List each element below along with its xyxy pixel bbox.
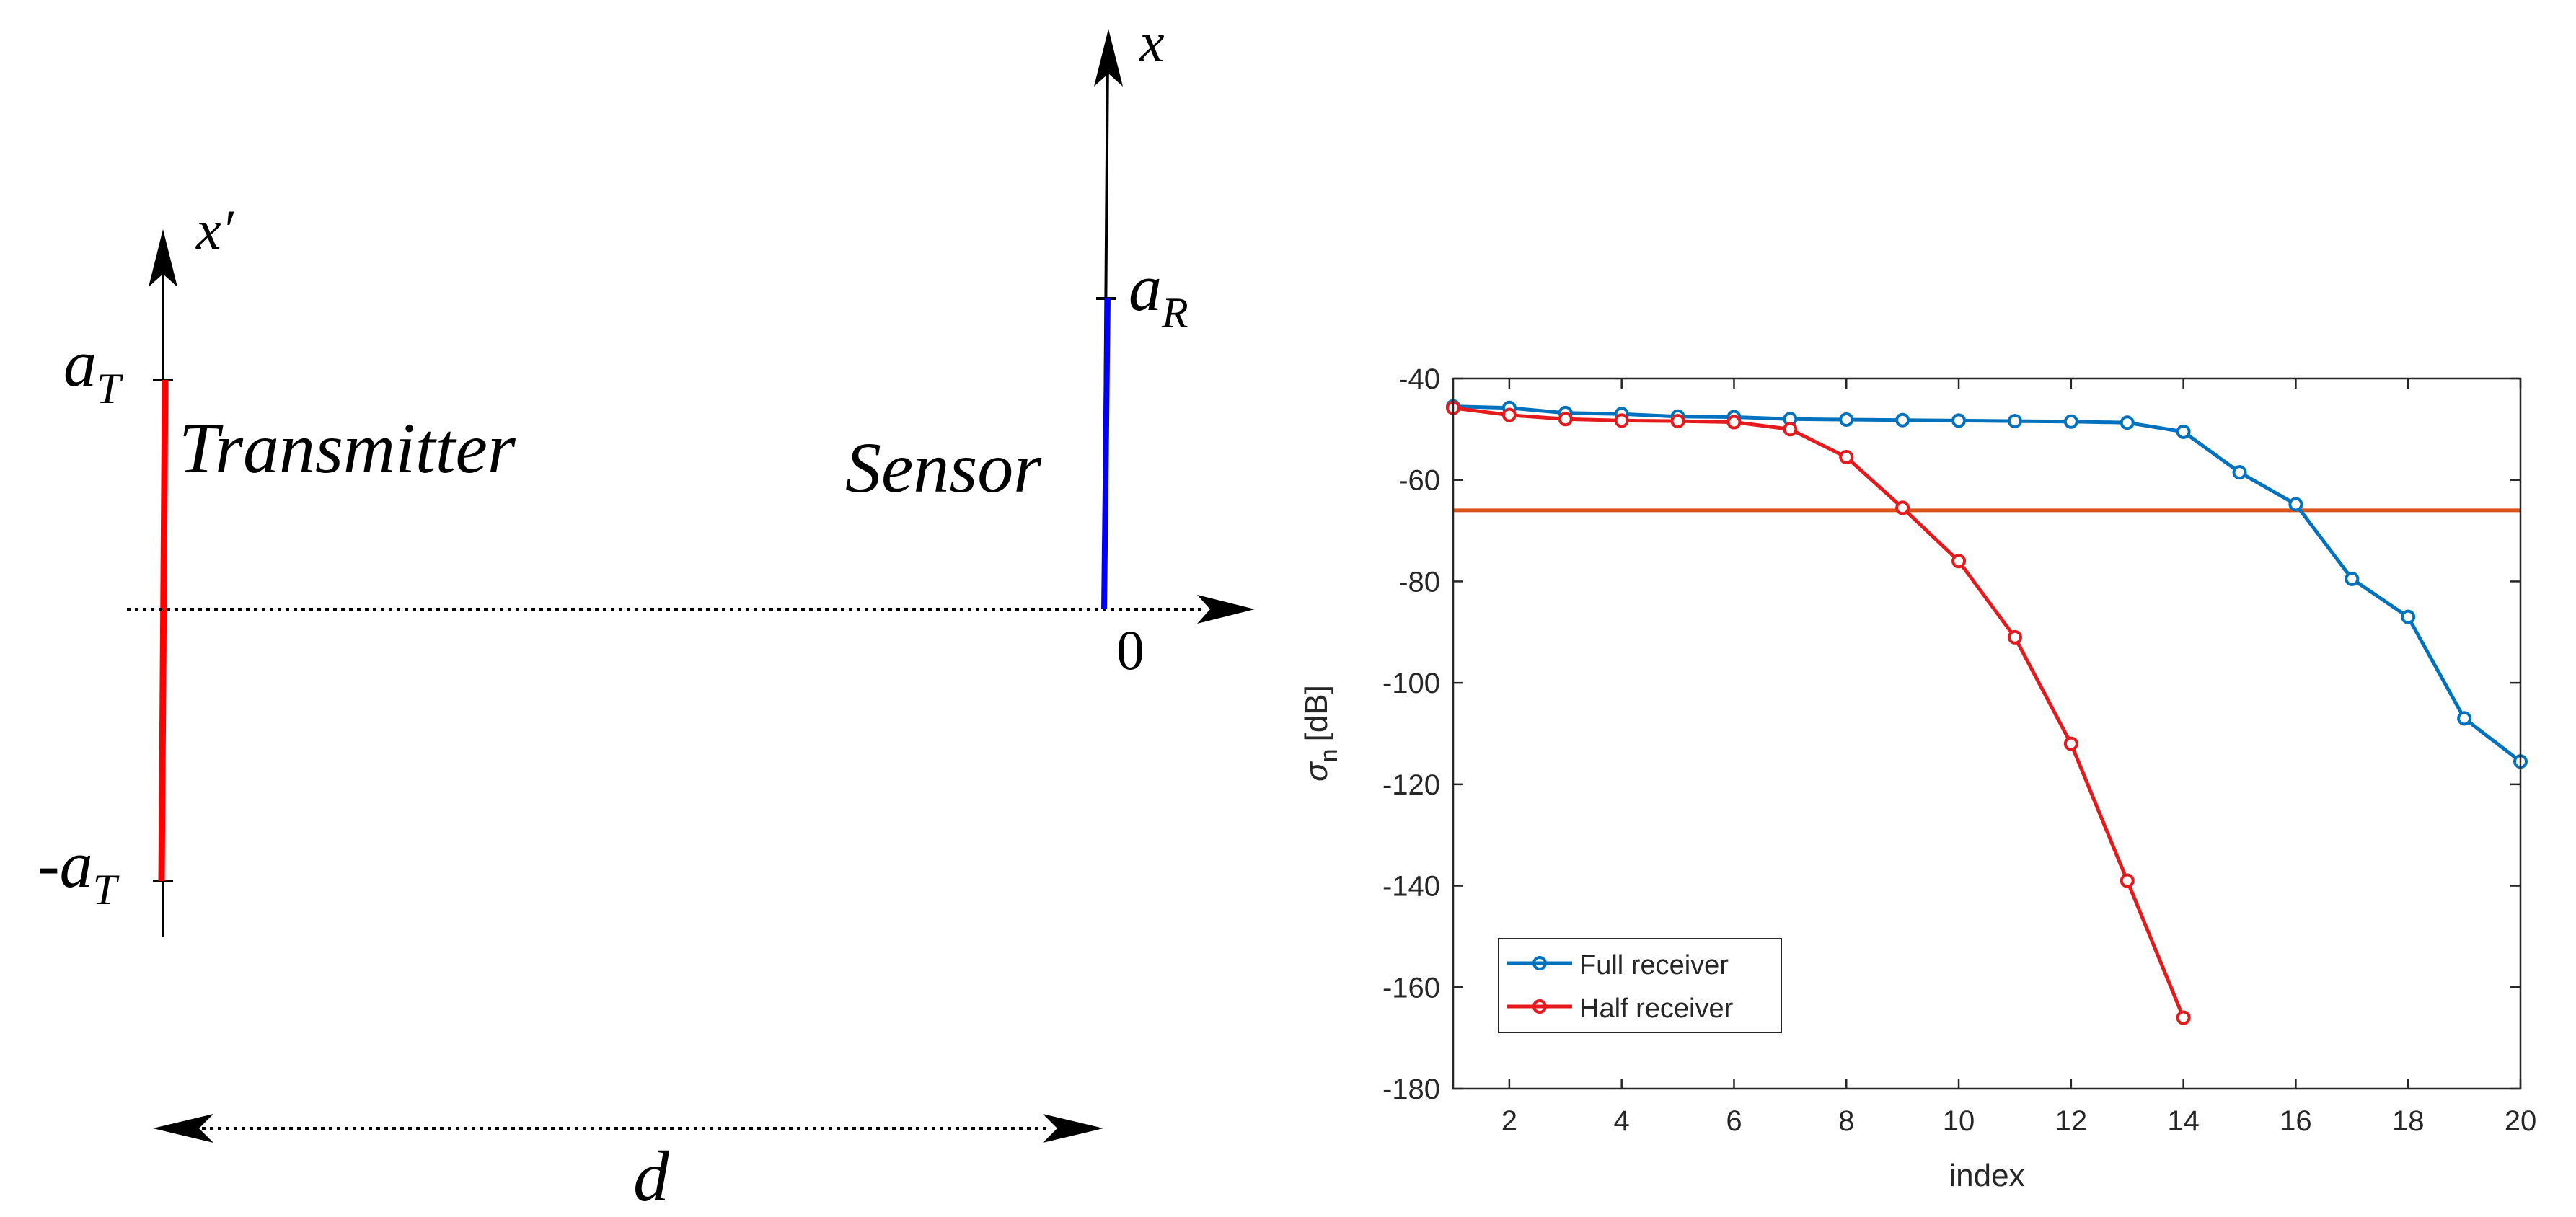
- data-point: [2176, 424, 2191, 439]
- y-tick-label: -140: [1382, 871, 1440, 903]
- data-point: [2401, 609, 2416, 624]
- y-tick-labels: -40 -60 -80 -100 -120 -140 -160 -180: [1382, 363, 1440, 1105]
- data-point: [2120, 415, 2135, 430]
- legend-marker-half: [1532, 999, 1547, 1014]
- x-tick-label: 2: [1501, 1105, 1517, 1137]
- sigma-index-chart: -40 -60 -80 -100 -120 -140 -160 -180 2 4 6 8 10 12 14…: [1299, 363, 2536, 1193]
- y-tick-label: -40: [1398, 363, 1440, 395]
- origin-label: 0: [1116, 619, 1144, 681]
- y-tick-label: -100: [1382, 668, 1440, 699]
- x-prime-axis-arrow: [149, 229, 177, 287]
- data-point: [2345, 571, 2360, 586]
- legend-entry-full: Full receiver: [1507, 950, 1729, 981]
- data-point: [1726, 415, 1742, 430]
- x-axis-label: index: [1949, 1158, 2024, 1193]
- x-tick-label: 12: [2055, 1105, 2088, 1137]
- y-tick-label: -160: [1382, 972, 1440, 1004]
- series-line: [1452, 404, 2522, 764]
- geometry-diagram: x′ aT -aT Transmitter 0 x aR Sensor d: [38, 11, 1255, 1216]
- sensor-label: Sensor: [845, 428, 1042, 508]
- x-tick-labels: 2 4 6 8 10 12 14 16 18 20: [1501, 1105, 2536, 1137]
- x-axis-arrow: [1094, 29, 1123, 87]
- x-tick-label: 8: [1838, 1105, 1854, 1137]
- distance-label: d: [633, 1136, 670, 1216]
- transmitter-element: [158, 379, 169, 882]
- legend-box: [1498, 938, 1782, 1033]
- data-point: [1839, 412, 1854, 427]
- data-point: [2288, 497, 2303, 512]
- x-tick-label: 4: [1614, 1105, 1630, 1137]
- data-point: [1501, 407, 1517, 422]
- distance-arrow-right: [1043, 1114, 1103, 1143]
- series-layer: [1446, 399, 2528, 1025]
- data-point: [1783, 422, 1798, 437]
- y-tick-label: -180: [1382, 1074, 1440, 1105]
- data-point: [2457, 711, 2472, 726]
- x-tick-label: 14: [2167, 1105, 2200, 1137]
- data-point: [1839, 450, 1854, 465]
- data-point: [2063, 736, 2078, 751]
- data-point: [1614, 413, 1629, 428]
- legend-marker-full: [1532, 956, 1547, 970]
- y-tick-label: -80: [1398, 566, 1440, 598]
- transmitter-label: Transmitter: [179, 408, 516, 488]
- data-point: [1895, 500, 1910, 515]
- data-point: [1558, 412, 1573, 427]
- sensor-element: [1101, 298, 1111, 610]
- x-tick-label: 20: [2505, 1105, 2537, 1137]
- a-T-label: aT: [63, 327, 123, 412]
- y-tick-label: -120: [1382, 769, 1440, 801]
- data-point: [2007, 414, 2022, 429]
- x-tick-label: 18: [2392, 1105, 2425, 1137]
- a-R-label: aR: [1129, 251, 1188, 337]
- data-point: [2120, 873, 2135, 888]
- data-point: [1951, 413, 1967, 428]
- data-point: [2063, 414, 2078, 429]
- data-point: [1670, 414, 1685, 429]
- x-tick-label: 16: [2280, 1105, 2312, 1137]
- distance-arrow-left: [153, 1114, 213, 1143]
- series-half-receiver: [1446, 400, 2191, 1025]
- data-point: [2007, 629, 2022, 645]
- x-tick-label: 6: [1726, 1105, 1742, 1137]
- data-point: [2232, 465, 2247, 480]
- series-line: [1452, 406, 2185, 1019]
- legend-label-half: Half receiver: [1579, 993, 1734, 1024]
- data-point: [1895, 412, 1910, 428]
- y-tick-label: -60: [1398, 465, 1440, 497]
- data-point: [1951, 554, 1967, 569]
- x-prime-label: x′: [195, 198, 235, 261]
- legend: Full receiver Half receiver: [1498, 938, 1782, 1033]
- legend-entry-half: Half receiver: [1507, 993, 1734, 1024]
- data-point: [2176, 1010, 2191, 1025]
- minus-a-T-label: -aT: [38, 828, 120, 913]
- legend-label-full: Full receiver: [1579, 950, 1729, 981]
- x-label: x: [1139, 11, 1165, 74]
- plot-frame: [1452, 377, 2522, 1090]
- x-tick-label: 10: [1943, 1105, 1975, 1137]
- y-axis-label: σn[dB]: [1299, 685, 1343, 782]
- horizontal-axis-arrow: [1197, 595, 1255, 624]
